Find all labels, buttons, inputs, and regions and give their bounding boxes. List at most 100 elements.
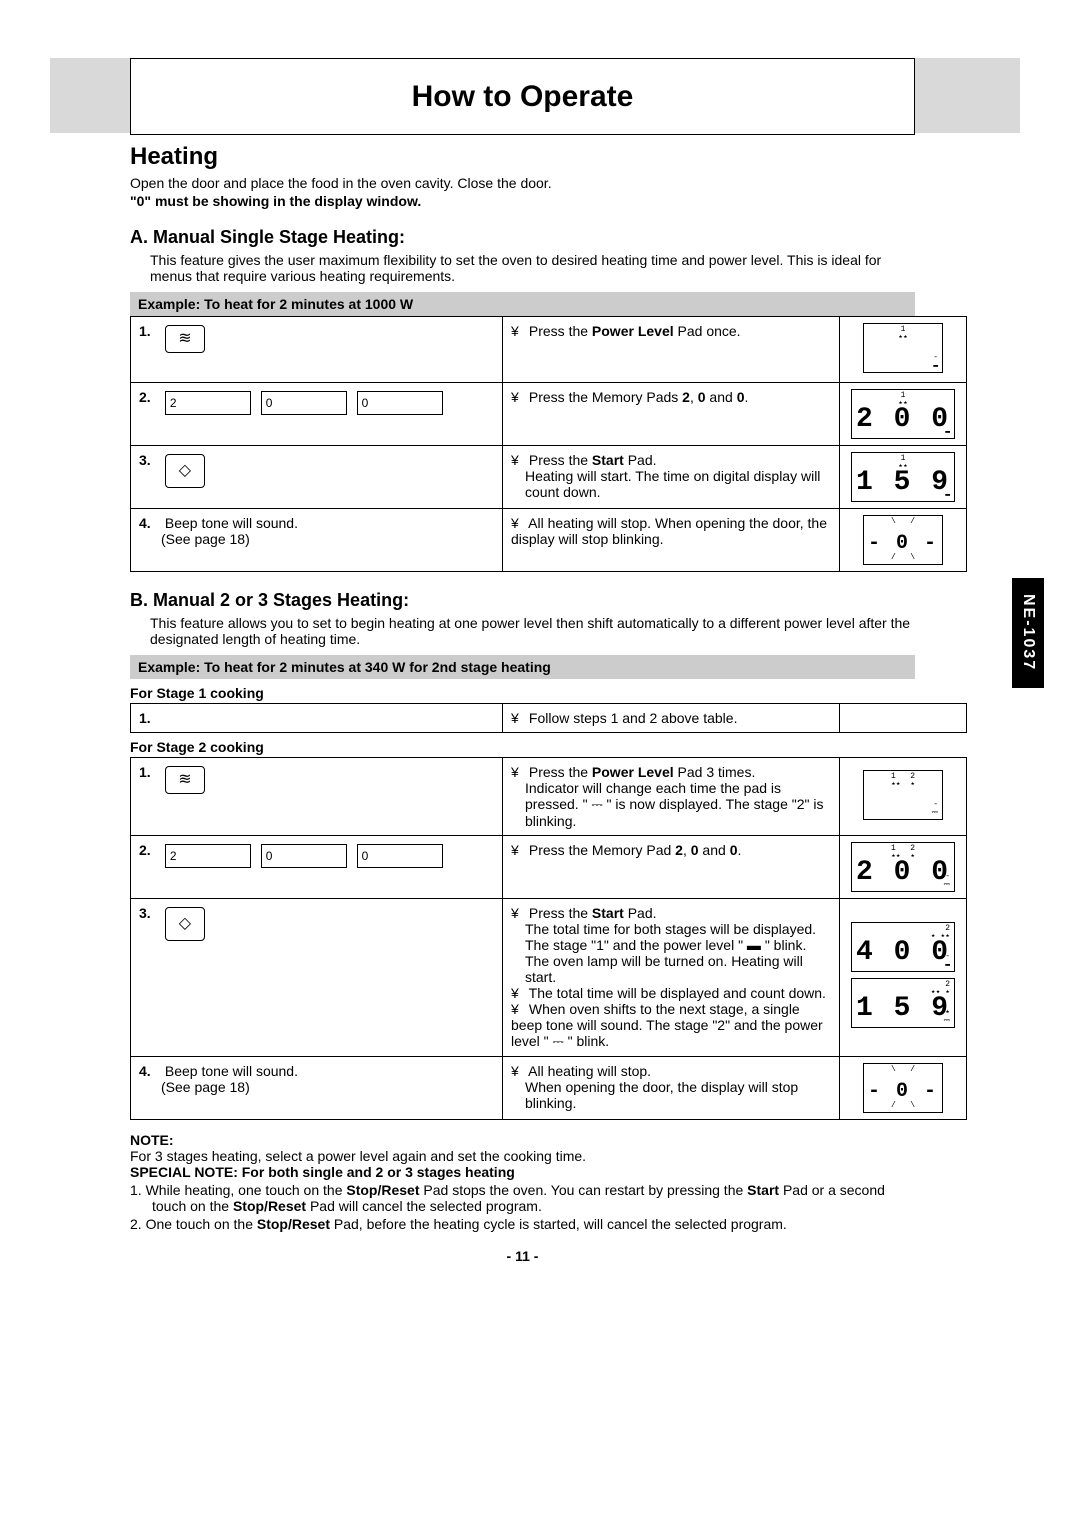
step-action-bold: 0 bbox=[698, 389, 706, 405]
step-number: 2. bbox=[139, 389, 161, 405]
sectionB-stage1-table: 1. ¥ Follow steps 1 and 2 above table. bbox=[130, 703, 967, 733]
step-number: 4. bbox=[139, 1063, 161, 1079]
step-left-text: (See page 18) bbox=[139, 531, 250, 547]
step-action: Pad. bbox=[624, 905, 657, 921]
step-action-bold: Start bbox=[592, 905, 624, 921]
start-pad-icon: ◇ bbox=[165, 907, 205, 941]
step-action: Press the bbox=[529, 323, 592, 339]
bullet-icon: ¥ bbox=[511, 905, 525, 921]
step-action-bold: 2 bbox=[675, 842, 683, 858]
sectionB-stage2-table: 1. ≋ ¥ Press the Power Level Pad 3 times… bbox=[130, 757, 967, 1120]
power-level-pad-icon: ≋ bbox=[165, 766, 205, 794]
step-action: . bbox=[744, 389, 748, 405]
memory-pad-icon: 0 bbox=[261, 844, 347, 868]
content-area: How to Operate Heating Open the door and… bbox=[130, 58, 915, 1264]
step-number: 4. bbox=[139, 515, 161, 531]
table-row: 2. 2 0 0 ¥ Press the Memory Pad 2, 0 and… bbox=[131, 836, 967, 899]
step-action: . bbox=[737, 842, 741, 858]
step-action: Pad 3 times. bbox=[674, 764, 756, 780]
heating-intro-2: "0" must be showing in the display windo… bbox=[130, 193, 915, 209]
sectionB-header: B. Manual 2 or 3 Stages Heating: bbox=[130, 590, 915, 611]
step-number: 1. bbox=[139, 764, 161, 780]
note-block: NOTE: For 3 stages heating, select a pow… bbox=[130, 1132, 915, 1232]
note-item: 1. While heating, one touch on the Stop/… bbox=[130, 1182, 915, 1214]
step-action-bold: Start bbox=[592, 452, 624, 468]
memory-pad-icon: 2 bbox=[165, 844, 251, 868]
display-icon: 1 2٭ ٭٭ -⎓ bbox=[863, 770, 943, 820]
table-row: 1. ≋ ¥ Press the Power Level Pad 3 times… bbox=[131, 758, 967, 836]
note-line: For 3 stages heating, select a power lev… bbox=[130, 1148, 915, 1164]
step-action: Pad. bbox=[624, 452, 657, 468]
step-action: , bbox=[690, 389, 698, 405]
heating-intro-1: Open the door and place the food in the … bbox=[130, 175, 915, 191]
special-note-header: SPECIAL NOTE: For both single and 2 or 3… bbox=[130, 1164, 915, 1180]
sectionB-desc: This feature allows you to set to begin … bbox=[150, 615, 915, 647]
table-row: 3. ◇ ¥ Press the Start Pad. Heating will… bbox=[131, 446, 967, 509]
display-icon: 1٭٭ 1 5 9 ▬ bbox=[851, 452, 955, 502]
step-left-text: (See page 18) bbox=[139, 1079, 250, 1095]
memory-pad-icon: 2 bbox=[165, 391, 251, 415]
step-extra: Heating will start. The time on digital … bbox=[511, 468, 831, 500]
step-action: All heating will stop. bbox=[528, 1063, 651, 1079]
bullet-icon: ¥ bbox=[511, 515, 525, 531]
memory-pad-icon: 0 bbox=[261, 391, 347, 415]
stage1-label: For Stage 1 cooking bbox=[130, 685, 915, 701]
table-row: 4. Beep tone will sound. (See page 18) ¥… bbox=[131, 509, 967, 572]
sectionB-example-bar: Example: To heat for 2 minutes at 340 W … bbox=[130, 655, 915, 679]
display-icon: 2٭٭ ٭ 4 0 0 -▬ bbox=[851, 922, 955, 972]
step-number: 2. bbox=[139, 842, 161, 858]
table-row: 2. 2 0 0 ¥ Press the Memory Pads 2, 0 an… bbox=[131, 383, 967, 446]
bullet-icon: ¥ bbox=[511, 389, 525, 405]
memory-pad-icon: 0 bbox=[357, 391, 443, 415]
step-action: Press the Memory Pad bbox=[529, 842, 675, 858]
bullet-icon: ¥ bbox=[511, 323, 525, 339]
step-extra: The total time for both stages will be d… bbox=[511, 921, 831, 985]
heating-header: Heating bbox=[130, 143, 915, 171]
table-row: 1. ¥ Follow steps 1 and 2 above table. bbox=[131, 704, 967, 733]
table-row: 3. ◇ ¥ Press the Start Pad. The total ti… bbox=[131, 899, 967, 1057]
sectionA-header: A. Manual Single Stage Heating: bbox=[130, 227, 915, 248]
sectionA-example-bar: Example: To heat for 2 minutes at 1000 W bbox=[130, 292, 915, 316]
bullet-icon: ¥ bbox=[511, 1063, 525, 1079]
display-icon: 1 2٭ ٭٭ 2 0 0 -⎓ bbox=[851, 842, 955, 892]
power-level-pad-icon: ≋ bbox=[165, 325, 205, 353]
sectionA-table: 1. ≋ ¥ Press the Power Level Pad once. 1… bbox=[130, 316, 967, 572]
step-extra: When oven shifts to the next stage, a si… bbox=[511, 1001, 823, 1049]
display-icon: \ / - 0 - / \ bbox=[863, 515, 943, 565]
step-action: Pad once. bbox=[674, 323, 741, 339]
step-number: 3. bbox=[139, 905, 161, 921]
note-item: 2. One touch on the Stop/Reset Pad, befo… bbox=[130, 1216, 915, 1232]
step-action: Press the bbox=[529, 905, 592, 921]
step-action: Press the bbox=[529, 452, 592, 468]
step-action: , bbox=[683, 842, 691, 858]
page-title: How to Operate bbox=[130, 58, 915, 135]
sectionA-desc: This feature gives the user maximum flex… bbox=[150, 252, 915, 284]
step-left-text: Beep tone will sound. bbox=[165, 515, 298, 531]
step-left-text: Beep tone will sound. bbox=[165, 1063, 298, 1079]
step-action-bold: Power Level bbox=[592, 764, 674, 780]
bullet-icon: ¥ bbox=[511, 452, 525, 468]
model-tab: NE-1037 bbox=[1012, 578, 1044, 688]
bullet-icon: ¥ bbox=[511, 710, 525, 726]
step-extra: The total time will be displayed and cou… bbox=[529, 985, 826, 1001]
bullet-icon: ¥ bbox=[511, 842, 525, 858]
step-action-bold: 0 bbox=[691, 842, 699, 858]
step-number: 1. bbox=[139, 323, 161, 339]
step-action: Press the Memory Pads bbox=[529, 389, 682, 405]
step-action-bold: 2 bbox=[682, 389, 690, 405]
table-row: 4. Beep tone will sound. (See page 18) ¥… bbox=[131, 1057, 967, 1120]
stage2-label: For Stage 2 cooking bbox=[130, 739, 915, 755]
step-number: 3. bbox=[139, 452, 161, 468]
memory-pad-icon: 0 bbox=[357, 844, 443, 868]
page: NE-1037 How to Operate Heating Open the … bbox=[0, 0, 1080, 1528]
step-action: Press the bbox=[529, 764, 592, 780]
bullet-icon: ¥ bbox=[511, 764, 525, 780]
display-icon: \ / - 0 - / \ bbox=[863, 1063, 943, 1113]
display-icon: 2٭ ٭٭ 1 5 9 ٭٭⎓ bbox=[851, 978, 955, 1028]
bullet-icon: ¥ bbox=[511, 1001, 525, 1017]
bullet-icon: ¥ bbox=[511, 985, 525, 1001]
note-header: NOTE: bbox=[130, 1132, 915, 1148]
display-icon: 1٭٭ 2 0 0 ▬ bbox=[851, 389, 955, 439]
step-action: and bbox=[699, 842, 730, 858]
page-number: - 11 - bbox=[130, 1248, 915, 1264]
